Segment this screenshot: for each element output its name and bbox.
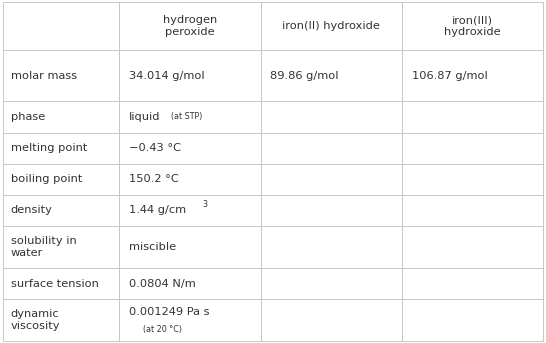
Bar (3, 50, 119, 102)
Bar (402, 50, 543, 102)
Text: dynamic
viscosity: dynamic viscosity (11, 309, 61, 331)
Bar (3, 164, 119, 195)
Bar (402, 132, 543, 164)
Bar (260, 226, 402, 268)
Text: density: density (11, 205, 53, 215)
Text: boiling point: boiling point (11, 174, 82, 184)
Text: 0.001249 Pa s: 0.001249 Pa s (129, 307, 209, 317)
Text: 34.014 g/mol: 34.014 g/mol (129, 71, 205, 81)
Text: melting point: melting point (11, 143, 87, 153)
Bar (3, 132, 119, 164)
Bar (119, 195, 260, 226)
Text: 150.2 °C: 150.2 °C (129, 174, 179, 184)
Bar (260, 164, 402, 195)
Text: surface tension: surface tension (11, 279, 99, 289)
Text: miscible: miscible (129, 242, 176, 252)
Bar (260, 50, 402, 102)
Text: 0.0804 N/m: 0.0804 N/m (129, 279, 195, 289)
Text: (at 20 °C): (at 20 °C) (143, 325, 182, 334)
Text: liquid: liquid (129, 112, 161, 122)
Bar (260, 268, 402, 299)
Bar (119, 2, 260, 50)
Bar (119, 132, 260, 164)
Bar (3, 102, 119, 132)
Bar (119, 299, 260, 341)
Bar (260, 2, 402, 50)
Bar (119, 102, 260, 132)
Text: molar mass: molar mass (11, 71, 77, 81)
Bar (402, 164, 543, 195)
Bar (119, 226, 260, 268)
Text: iron(III)
hydroxide: iron(III) hydroxide (444, 15, 501, 37)
Text: −0.43 °C: −0.43 °C (129, 143, 181, 153)
Text: hydrogen
peroxide: hydrogen peroxide (163, 15, 217, 37)
Text: 89.86 g/mol: 89.86 g/mol (270, 71, 339, 81)
Text: solubility in
water: solubility in water (11, 236, 76, 258)
Bar (402, 2, 543, 50)
Text: 1.44 g/cm: 1.44 g/cm (129, 205, 186, 215)
Bar (119, 268, 260, 299)
Bar (402, 195, 543, 226)
Bar (3, 2, 119, 50)
Bar (260, 195, 402, 226)
Bar (3, 268, 119, 299)
Bar (3, 299, 119, 341)
Text: 3: 3 (203, 200, 207, 209)
Bar (402, 268, 543, 299)
Text: iron(II) hydroxide: iron(II) hydroxide (282, 21, 381, 31)
Bar (3, 226, 119, 268)
Text: phase: phase (11, 112, 45, 122)
Bar (402, 102, 543, 132)
Bar (260, 299, 402, 341)
Bar (119, 50, 260, 102)
Bar (402, 299, 543, 341)
Bar (260, 132, 402, 164)
Bar (260, 102, 402, 132)
Text: 106.87 g/mol: 106.87 g/mol (412, 71, 488, 81)
Bar (3, 195, 119, 226)
Text: (at STP): (at STP) (171, 113, 203, 121)
Bar (119, 164, 260, 195)
Bar (402, 226, 543, 268)
